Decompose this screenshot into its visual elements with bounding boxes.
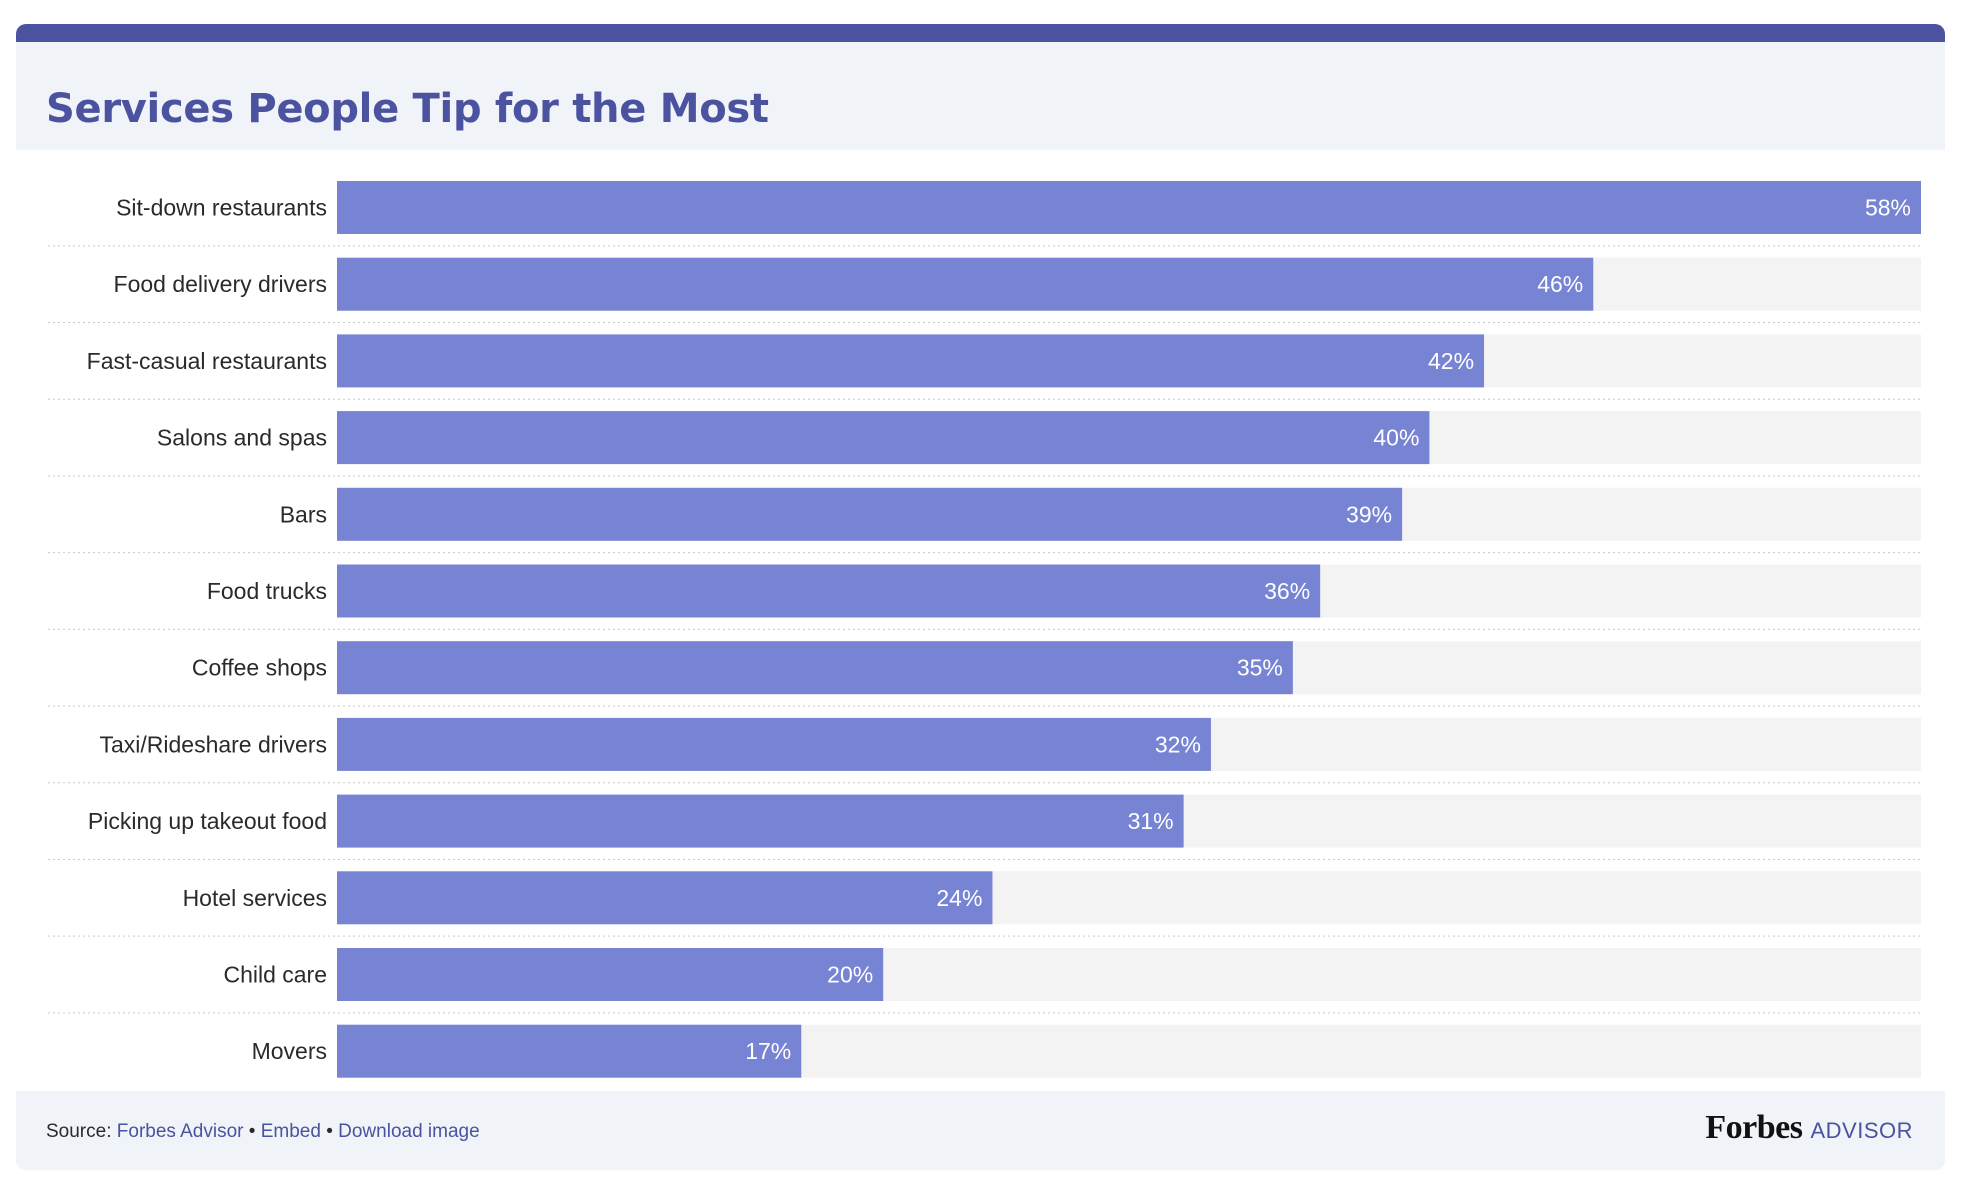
- bar: [337, 411, 1430, 465]
- value-label: 35%: [1237, 655, 1283, 681]
- category-label: Coffee shops: [192, 655, 327, 681]
- value-label: 42%: [1428, 348, 1474, 374]
- bar: [337, 487, 1403, 541]
- bar: [337, 794, 1184, 848]
- bar-chart: Sit-down restaurants 58% Food delivery dri…: [48, 181, 1921, 1078]
- bar: [337, 717, 1211, 771]
- value-label: 31%: [1128, 808, 1174, 834]
- source-line: Source: Forbes Advisor • Embed • Downloa…: [46, 1121, 480, 1143]
- category-label: Fast-casual restaurants: [87, 348, 327, 374]
- chart-header: Services People Tip for the Most: [16, 42, 1945, 150]
- category-label: Food trucks: [207, 578, 327, 604]
- top-accent-bar: [16, 24, 1945, 42]
- bar: [337, 564, 1321, 618]
- value-label: 20%: [827, 962, 873, 988]
- bar: [337, 257, 1594, 311]
- bar: [337, 334, 1485, 388]
- brand-suffix: ADVISOR: [1810, 1118, 1913, 1143]
- category-label: Picking up takeout food: [88, 808, 327, 834]
- bar: [337, 948, 884, 1001]
- bar: [337, 871, 993, 925]
- value-label: 39%: [1346, 501, 1392, 527]
- bar: [337, 641, 1293, 695]
- bar: [337, 181, 1921, 234]
- forbes-advisor-logo: Forbes ADVISOR: [1705, 1109, 1913, 1147]
- category-label: Hotel services: [183, 885, 327, 911]
- category-label: Child care: [223, 962, 327, 988]
- value-label: 40%: [1373, 425, 1419, 451]
- value-label: 17%: [745, 1038, 791, 1064]
- chart-footer: Source: Forbes Advisor • Embed • Downloa…: [16, 1091, 1945, 1170]
- category-label: Salons and spas: [157, 425, 327, 451]
- source-label: Source:: [46, 1121, 112, 1142]
- category-label: Taxi/Rideshare drivers: [99, 731, 327, 757]
- download-image-link[interactable]: Download image: [338, 1121, 480, 1142]
- value-label: 24%: [936, 885, 982, 911]
- value-label: 46%: [1537, 271, 1583, 297]
- chart-card: Services People Tip for the Most Sit-dow…: [16, 24, 1945, 1170]
- category-label: Movers: [252, 1038, 327, 1064]
- brand-name: Forbes: [1705, 1109, 1803, 1146]
- source-link-forbes-advisor[interactable]: Forbes Advisor: [116, 1121, 244, 1142]
- separator: •: [326, 1121, 333, 1142]
- value-label: 32%: [1155, 731, 1201, 757]
- embed-link[interactable]: Embed: [260, 1121, 321, 1142]
- value-label: 58%: [1865, 195, 1911, 221]
- category-label: Sit-down restaurants: [116, 195, 327, 221]
- value-label: 36%: [1264, 578, 1310, 604]
- chart-title: Services People Tip for the Most: [46, 86, 769, 132]
- category-label: Bars: [280, 501, 327, 527]
- bar: [337, 1024, 802, 1078]
- separator: •: [248, 1121, 256, 1142]
- category-label: Food delivery drivers: [114, 271, 327, 297]
